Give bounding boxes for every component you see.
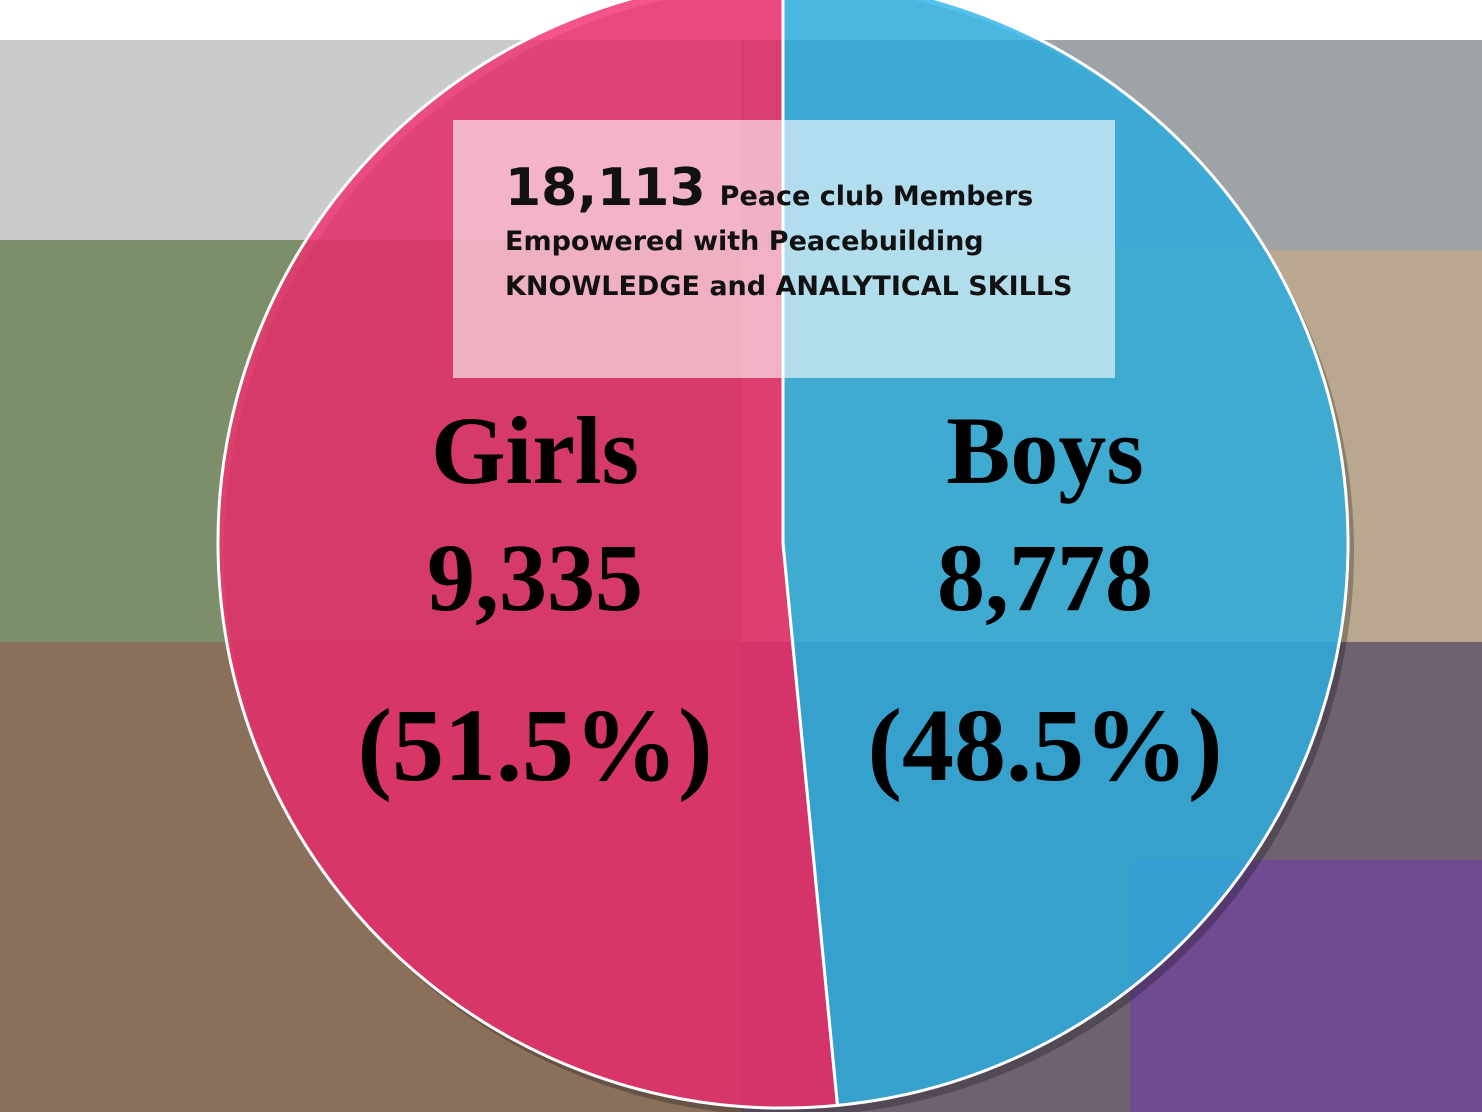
- value-label: 8,778: [937, 524, 1153, 631]
- percent-label: (48.5%): [867, 688, 1222, 803]
- category-label: Girls: [431, 397, 639, 504]
- headline: Peace club Members: [720, 181, 1034, 212]
- value-label: 9,335: [427, 524, 643, 631]
- chart: 18,113 Peace club Members Empowered with …: [0, 0, 1482, 1112]
- total-label: 18,113: [505, 158, 706, 218]
- page: 18,113 Peace club Members Empowered with …: [0, 0, 1482, 1112]
- subtitle-line: KNOWLEDGE and ANALYTICAL SKILLS: [505, 271, 1072, 302]
- category-label: Boys: [946, 397, 1143, 504]
- subtitle-line: Empowered with Peacebuilding: [505, 226, 984, 257]
- percent-label: (51.5%): [357, 688, 712, 803]
